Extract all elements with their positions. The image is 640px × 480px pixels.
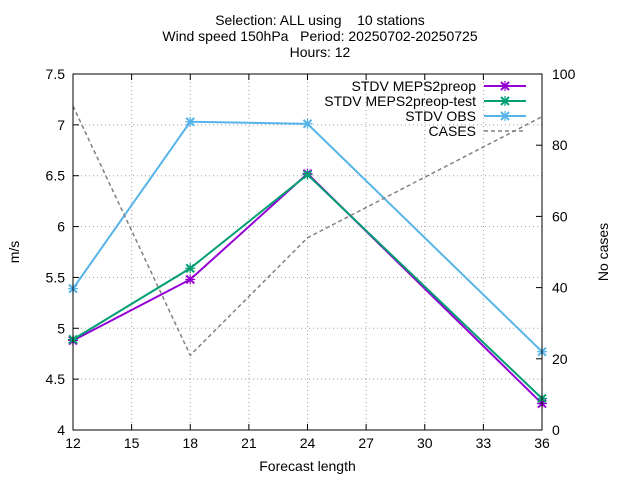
x-tick-label: 36: [534, 435, 550, 451]
x-tick-label: 18: [182, 435, 198, 451]
chart-title-line-2: Wind speed 150hPa Period: 20250702-20250…: [162, 28, 478, 44]
y-tick-label: 4.5: [46, 371, 66, 387]
x-tick-label: 27: [358, 435, 374, 451]
legend-label: STDV MEPS2preop: [352, 78, 477, 94]
y-tick-label: 7.5: [46, 66, 66, 82]
y2-axis-label: No cases: [595, 223, 611, 281]
x-tick-label: 24: [300, 435, 316, 451]
series-line: [72, 172, 543, 405]
data-point: [185, 116, 196, 127]
ticks: 12 15 18 21 24 27 30 33 36 4 4.5 5 5.5 6 6.5 7 7.5 0 20 40 6…: [46, 66, 576, 451]
x-tick-label: 33: [476, 435, 492, 451]
data-point: [302, 118, 313, 129]
y2-tick-label: 100: [552, 66, 576, 82]
data-point: [185, 274, 196, 285]
chart-title-line-3: Hours: 12: [289, 44, 351, 60]
grid: [73, 74, 542, 430]
data-point: [500, 111, 510, 121]
x-tick-label: 21: [241, 435, 257, 451]
data-point: [302, 169, 313, 180]
data-point: [185, 263, 196, 274]
legend-label: STDV MEPS2preop-test: [324, 93, 476, 109]
y-axis-label: m/s: [6, 241, 22, 264]
x-tick-label: 12: [65, 435, 81, 451]
y2-tick-label: 40: [552, 280, 568, 296]
y2-tick-label: 80: [552, 137, 568, 153]
y-tick-label: 5.5: [46, 269, 66, 285]
x-tick-label: 15: [124, 435, 140, 451]
y-tick-label: 4: [57, 422, 65, 438]
y-tick-label: 6.5: [46, 168, 66, 184]
series-line: [72, 120, 543, 353]
series-line: [72, 173, 543, 400]
y2-tick-label: 20: [552, 351, 568, 367]
legend-label: STDV OBS: [405, 108, 476, 124]
y-tick-label: 5: [57, 320, 65, 336]
series-line: [72, 105, 543, 357]
x-axis-label: Forecast length: [259, 458, 356, 474]
y-tick-label: 7: [57, 117, 65, 133]
chart-title-line-1: Selection: ALL using 10 stations: [215, 12, 425, 28]
series-group: [68, 105, 547, 409]
data-point: [500, 81, 510, 91]
legend-label: CASES: [429, 123, 476, 139]
y-tick-label: 6: [57, 219, 65, 235]
y2-tick-label: 0: [552, 422, 560, 438]
data-point: [500, 96, 510, 106]
x-tick-label: 30: [417, 435, 433, 451]
y2-tick-label: 60: [552, 208, 568, 224]
